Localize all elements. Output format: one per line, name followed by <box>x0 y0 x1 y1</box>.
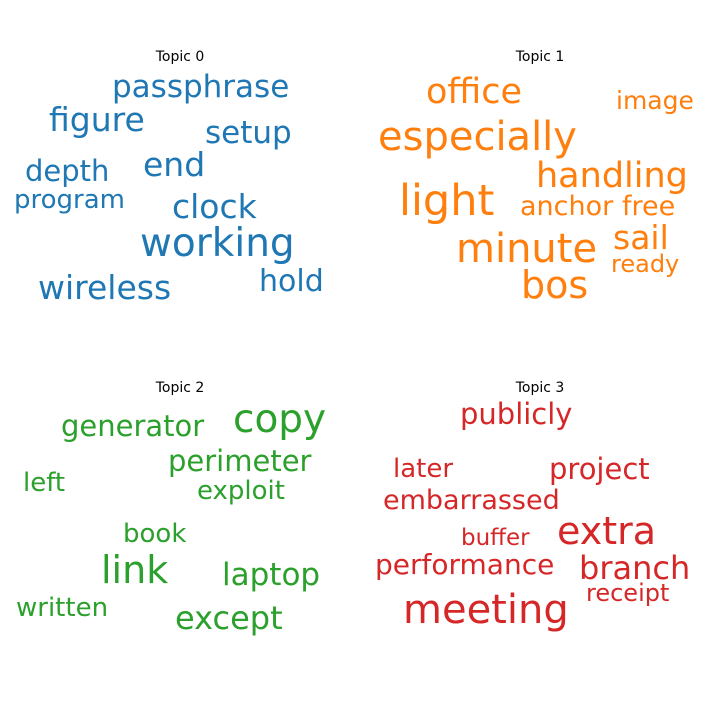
word: working <box>140 221 295 266</box>
word: book <box>123 519 187 549</box>
word: setup <box>205 115 292 151</box>
word: buffer <box>461 525 530 551</box>
word: wireless <box>38 268 172 307</box>
word: extra <box>557 509 657 553</box>
topic-panel-0: Topic 0 passphrase figure setup end dept… <box>0 0 360 360</box>
topic-panel-3: Topic 3 publicly later project embarrass… <box>360 327 720 687</box>
word: embarrassed <box>383 485 560 516</box>
word: project <box>549 452 650 486</box>
topic-title-1: Topic 1 <box>515 49 565 65</box>
topic-title-0: Topic 0 <box>155 49 205 65</box>
word: publicly <box>460 397 573 431</box>
word: anchor <box>520 191 614 222</box>
word: especially <box>378 114 577 160</box>
word: free <box>622 191 676 222</box>
word: office <box>426 72 523 112</box>
word: end <box>143 145 206 184</box>
word: depth <box>25 154 110 188</box>
word: exploit <box>197 476 285 506</box>
word: image <box>616 86 694 115</box>
topic-title-3: Topic 3 <box>515 380 565 396</box>
word: bos <box>521 263 589 307</box>
word: generator <box>61 409 205 443</box>
word: written <box>16 593 109 623</box>
topic-panel-1: Topic 1 office image especially handling… <box>360 0 720 360</box>
word: hold <box>259 264 324 299</box>
word: link <box>101 548 169 592</box>
word: program <box>14 185 125 215</box>
word: meeting <box>403 587 569 633</box>
word: left <box>23 468 66 498</box>
word: handling <box>536 156 688 196</box>
word: passphrase <box>112 69 290 105</box>
word: copy <box>233 397 327 442</box>
word: sail <box>613 218 669 257</box>
word: light <box>399 176 495 226</box>
word: later <box>393 454 454 484</box>
word: clock <box>172 187 257 226</box>
word: receipt <box>586 579 670 607</box>
word: performance <box>375 548 555 581</box>
word: laptop <box>222 557 321 593</box>
topic-title-2: Topic 2 <box>155 380 205 396</box>
word: except <box>175 599 283 637</box>
word: figure <box>49 100 145 139</box>
word: ready <box>611 250 680 278</box>
word: branch <box>579 549 691 587</box>
word: perimeter <box>168 444 312 478</box>
word: minute <box>456 226 598 272</box>
topic-panel-2: Topic 2 generator copy perimeter left ex… <box>0 327 360 687</box>
